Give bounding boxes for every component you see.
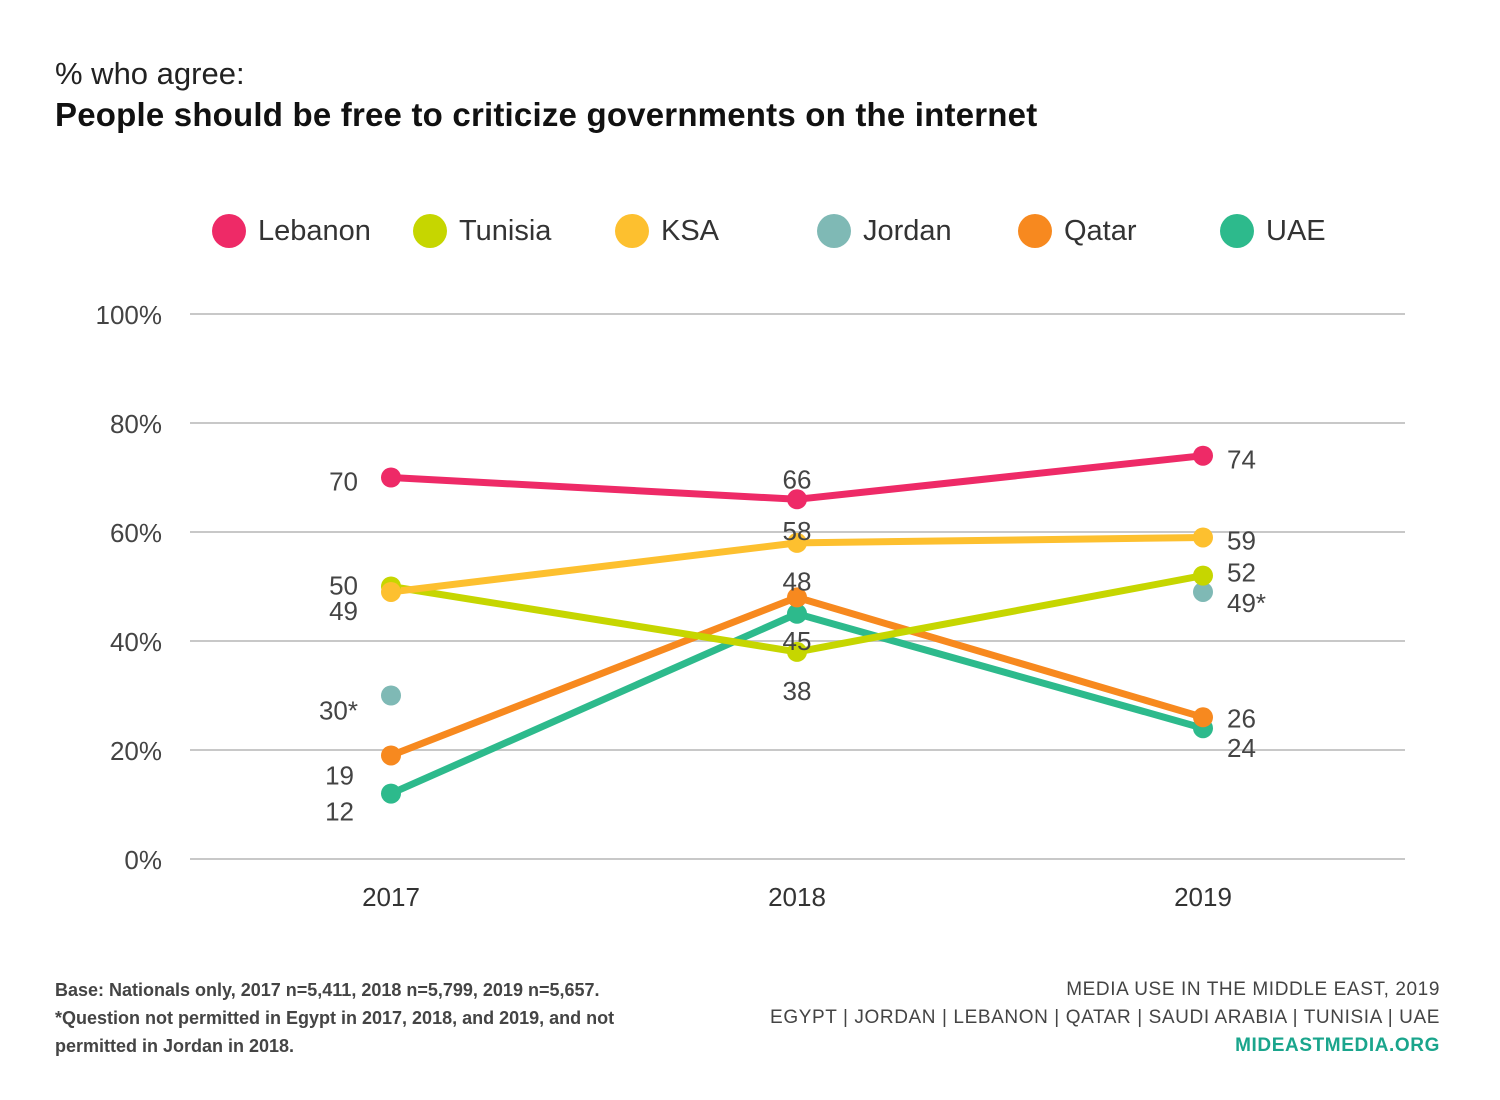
legend-label-ksa: KSA bbox=[661, 214, 720, 247]
source-website[interactable]: MIDEASTMEDIA.ORG bbox=[1235, 1035, 1440, 1056]
data-label-qatar: 26 bbox=[1227, 703, 1256, 733]
data-point-uae bbox=[787, 603, 807, 624]
y-tick-label: 40% bbox=[110, 627, 162, 657]
chart-subtitle: % who agree: bbox=[55, 56, 245, 91]
legend-item-tunisia: Tunisia bbox=[413, 211, 551, 251]
legend-marker-uae bbox=[1220, 214, 1254, 248]
data-label-uae: 12 bbox=[325, 797, 354, 827]
legend-label-uae: UAE bbox=[1266, 214, 1326, 247]
data-label-tunisia: 38 bbox=[783, 676, 812, 706]
data-point-ksa bbox=[1193, 527, 1213, 548]
legend-item-uae: UAE bbox=[1220, 211, 1326, 251]
data-point-ksa bbox=[381, 581, 401, 602]
chart-title: People should be free to criticize gover… bbox=[55, 96, 1038, 133]
data-label-lebanon: 70 bbox=[329, 467, 358, 497]
data-label-qatar: 48 bbox=[783, 566, 812, 596]
x-tick-label: 2017 bbox=[362, 882, 420, 912]
legend-item-lebanon: Lebanon bbox=[212, 211, 371, 251]
data-label-tunisia: 52 bbox=[1227, 558, 1256, 588]
data-point-ksa bbox=[787, 532, 807, 553]
data-label-lebanon: 74 bbox=[1227, 445, 1256, 475]
data-point-uae bbox=[381, 783, 401, 804]
source-countries: EGYPT | JORDAN | LEBANON | QATAR | SAUDI… bbox=[770, 1007, 1440, 1028]
data-label-uae: 24 bbox=[1227, 733, 1256, 763]
data-point-lebanon bbox=[381, 467, 401, 488]
data-point-jordan bbox=[381, 685, 401, 706]
data-label-qatar: 19 bbox=[325, 760, 354, 790]
data-label-jordan: 49* bbox=[1227, 588, 1266, 618]
y-tick-label: 60% bbox=[110, 518, 162, 548]
base-note: Base: Nationals only, 2017 n=5,411, 2018… bbox=[55, 980, 600, 1000]
legend-marker-lebanon bbox=[212, 214, 246, 248]
data-label-jordan: 30* bbox=[319, 696, 358, 726]
data-point-tunisia bbox=[787, 641, 807, 662]
y-tick-label: 0% bbox=[124, 845, 162, 875]
x-tick-label: 2018 bbox=[768, 882, 826, 912]
data-point-tunisia bbox=[1193, 565, 1213, 586]
data-point-qatar bbox=[1193, 707, 1213, 728]
line-chart: 0% 20% 40% 60% 80% 100% 2017 2018 2019 70 66 74 50 38… bbox=[96, 300, 1405, 912]
legend-marker-tunisia bbox=[413, 214, 447, 248]
data-point-lebanon bbox=[1193, 445, 1213, 466]
data-label-uae: 45 bbox=[783, 626, 812, 656]
legend-marker-qatar bbox=[1018, 214, 1052, 248]
data-label-ksa: 49 bbox=[329, 596, 358, 626]
data-label-ksa: 58 bbox=[783, 516, 812, 546]
legend-label-qatar: Qatar bbox=[1064, 214, 1137, 247]
legend-item-ksa: KSA bbox=[615, 211, 719, 251]
data-label-tunisia: 50 bbox=[329, 571, 358, 601]
data-label-ksa: 59 bbox=[1227, 525, 1256, 555]
legend-label-lebanon: Lebanon bbox=[258, 214, 371, 247]
legend-item-jordan: Jordan bbox=[817, 211, 952, 251]
legend-marker-jordan bbox=[817, 214, 851, 248]
legend-item-qatar: Qatar bbox=[1018, 211, 1137, 251]
data-point-jordan bbox=[1193, 581, 1213, 602]
question-note: *Question not permitted in Egypt in 2017… bbox=[55, 1008, 615, 1056]
y-tick-label: 100% bbox=[96, 300, 163, 330]
x-tick-label: 2019 bbox=[1174, 882, 1232, 912]
y-tick-label: 20% bbox=[110, 736, 162, 766]
y-tick-label: 80% bbox=[110, 409, 162, 439]
legend-label-tunisia: Tunisia bbox=[459, 214, 552, 247]
data-label-lebanon: 66 bbox=[783, 464, 812, 494]
data-point-qatar bbox=[381, 745, 401, 766]
legend-marker-ksa bbox=[615, 214, 649, 248]
legend-label-jordan: Jordan bbox=[863, 214, 952, 247]
footnote: Base: Nationals only, 2017 n=5,411, 2018… bbox=[55, 976, 625, 1060]
data-point-lebanon bbox=[787, 489, 807, 510]
source-credits: MEDIA USE IN THE MIDDLE EAST, 2019 EGYPT… bbox=[770, 976, 1440, 1060]
data-point-qatar bbox=[787, 587, 807, 608]
source-title: MEDIA USE IN THE MIDDLE EAST, 2019 bbox=[1066, 979, 1440, 1000]
